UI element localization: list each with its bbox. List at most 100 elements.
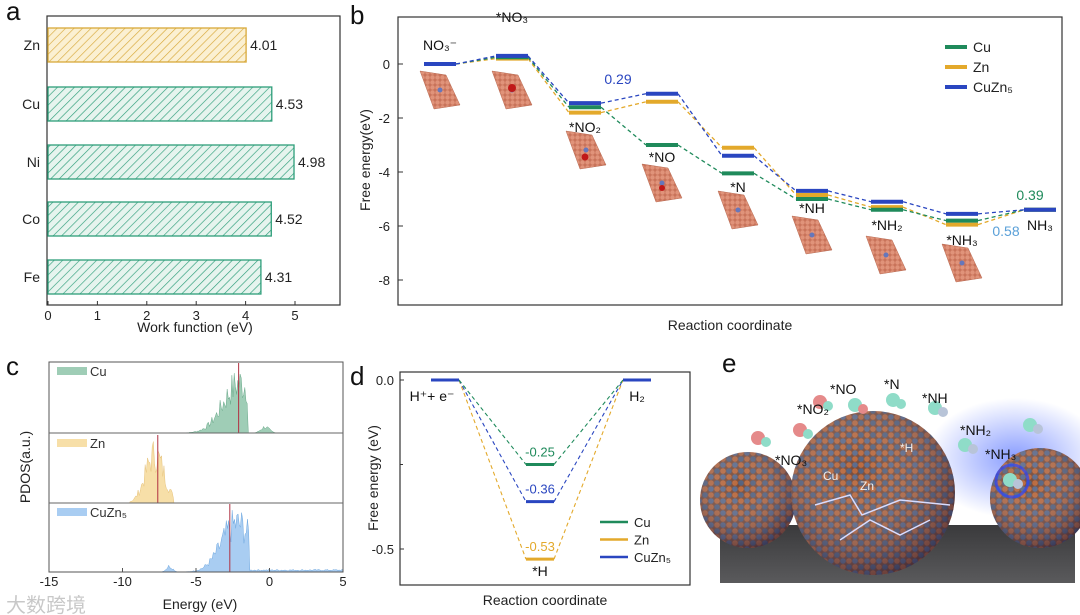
adsorbate-atom (883, 252, 889, 258)
lightning-icon (814, 494, 951, 541)
molecule-atom (803, 429, 813, 439)
molecule-atom (1013, 479, 1023, 489)
connector-cu (553, 379, 624, 465)
panel-d-her-energy-diagram: 0.0 -0.5 Free energy (eV) Reaction coordina… (365, 371, 691, 608)
species-label-cu: Cu (823, 469, 838, 483)
x-tick-label: 5 (291, 308, 298, 323)
molecule-atom (968, 444, 978, 454)
connector-cuzn (677, 93, 723, 157)
x-tick-label: -15 (40, 574, 59, 589)
connector-zn (455, 57, 497, 65)
nh3-highlight (994, 463, 1030, 499)
step-label: *NH₃ (946, 232, 977, 248)
connector-cu (527, 56, 570, 108)
bar-value-label: 4.98 (298, 154, 325, 170)
legend-label: Zn (634, 533, 649, 548)
connector-cuzn (977, 209, 1025, 215)
connector-zn (458, 379, 527, 560)
connector-cu (677, 144, 723, 174)
connector-cuzn (827, 190, 872, 203)
connector-cuzn (902, 201, 947, 215)
connector-cu (977, 209, 1025, 222)
species-label-nh: *NH₃ (985, 446, 1016, 462)
y-tick-label: 0.0 (376, 373, 394, 388)
y-axis-label: Free energy (eV) (365, 425, 381, 531)
pdos-area-zn (129, 441, 175, 504)
connector-cu (753, 172, 797, 200)
bar-zn (47, 27, 247, 63)
x-tick-label: -5 (190, 574, 202, 589)
step-label: *NH₂ (871, 217, 902, 233)
y-tick-label: -6 (378, 219, 390, 234)
connector-zn (827, 194, 872, 208)
x-tick-label: 3 (193, 308, 200, 323)
bar-value-label: 4.53 (276, 96, 303, 112)
species-label-h: *H (900, 441, 913, 455)
step-label: H⁺+ e⁻ (410, 388, 455, 404)
species-label-no: *NO (830, 381, 857, 397)
legend-swatch-cuzn (57, 508, 87, 516)
adsorbate-atom (659, 180, 665, 186)
y-tick-label: -2 (378, 111, 390, 126)
connector-cuzn (455, 55, 497, 65)
adsorbate-o-atom (659, 185, 665, 191)
x-tick-label: 2 (143, 308, 150, 323)
species-label-nh: *NH₂ (960, 422, 991, 438)
bar-cu (47, 86, 273, 122)
level-value-label: -0.36 (525, 482, 555, 497)
adsorbate-o-atom (581, 153, 589, 161)
panel-letter-a: a (6, 0, 21, 26)
barrier-annotation: 0.39 (1016, 187, 1043, 203)
barrier-annotation: 0.29 (604, 71, 631, 87)
legend-label: Cu (973, 39, 991, 55)
connector-zn (977, 209, 1025, 226)
bar-ni (47, 144, 295, 180)
connector-zn (553, 379, 624, 560)
panel-c-pdos-chart: Cu Zn CuZn₅ -15 -10 -5 0 5 Energy (eV) PDOS(a.u.) (17, 361, 347, 612)
molecule-atom (938, 407, 948, 417)
y-tick-label: -0.5 (372, 542, 394, 557)
y-tick-label: -8 (378, 273, 390, 288)
panel-e-illustration: *NO₃ *NO₂*NO *N *NH *NH₂ *NH₃ *H Cu Zn (700, 376, 1080, 583)
x-tick-label: -10 (113, 574, 132, 589)
species-label-no: *NO₃ (775, 452, 807, 468)
y-tick-label: 0 (383, 57, 390, 72)
legend-swatch-cu (57, 367, 87, 375)
molecule-atom (823, 401, 833, 411)
species-label-n: *N (884, 376, 900, 392)
molecule-atom (1033, 424, 1043, 434)
x-axis-label: Reaction coordinate (668, 317, 793, 333)
x-tick-label: 4 (242, 308, 249, 323)
connector-zn (902, 206, 947, 226)
plot-frame (46, 15, 341, 306)
nanoparticle-shading (990, 448, 1080, 548)
bar-value-label: 4.31 (265, 269, 292, 285)
pdos-area-cuzn (159, 510, 344, 573)
connector-cuzn (458, 379, 527, 502)
connector-zn (753, 147, 797, 196)
legend-label: Zn (973, 59, 989, 75)
nanoparticle-shading (791, 411, 955, 575)
step-label: H₂ (629, 388, 645, 404)
legend-label: CuZn₅ (90, 505, 127, 520)
plot-frame (399, 371, 691, 586)
watermark: 大数跨境 (6, 594, 86, 615)
species-label-nh: *NH (922, 390, 948, 406)
x-tick-label: 0 (44, 308, 51, 323)
x-tick-label: 0 (266, 574, 273, 589)
legend-label: CuZn₅ (634, 550, 671, 565)
pdos-area-cu (181, 373, 277, 434)
level-value-label: -0.25 (525, 445, 555, 460)
bar-co (47, 201, 272, 237)
category-label: Zn (24, 37, 40, 53)
connector-cuzn (527, 55, 570, 104)
adsorbate-atom (809, 232, 815, 238)
step-label: *NO₂ (569, 119, 601, 135)
legend-label: Zn (90, 436, 105, 451)
panel-a-work-function-chart: 4.01 Zn 4.53 Cu 4.98 Ni 4.52 Co 4.31 Fe 0 1 2 3 4 5 Work… (22, 15, 341, 335)
legend-label: Cu (634, 515, 651, 530)
level-value-label: -0.53 (525, 539, 555, 554)
adsorbate-o-atom (508, 84, 516, 92)
panel-letter-b: b (350, 0, 364, 30)
